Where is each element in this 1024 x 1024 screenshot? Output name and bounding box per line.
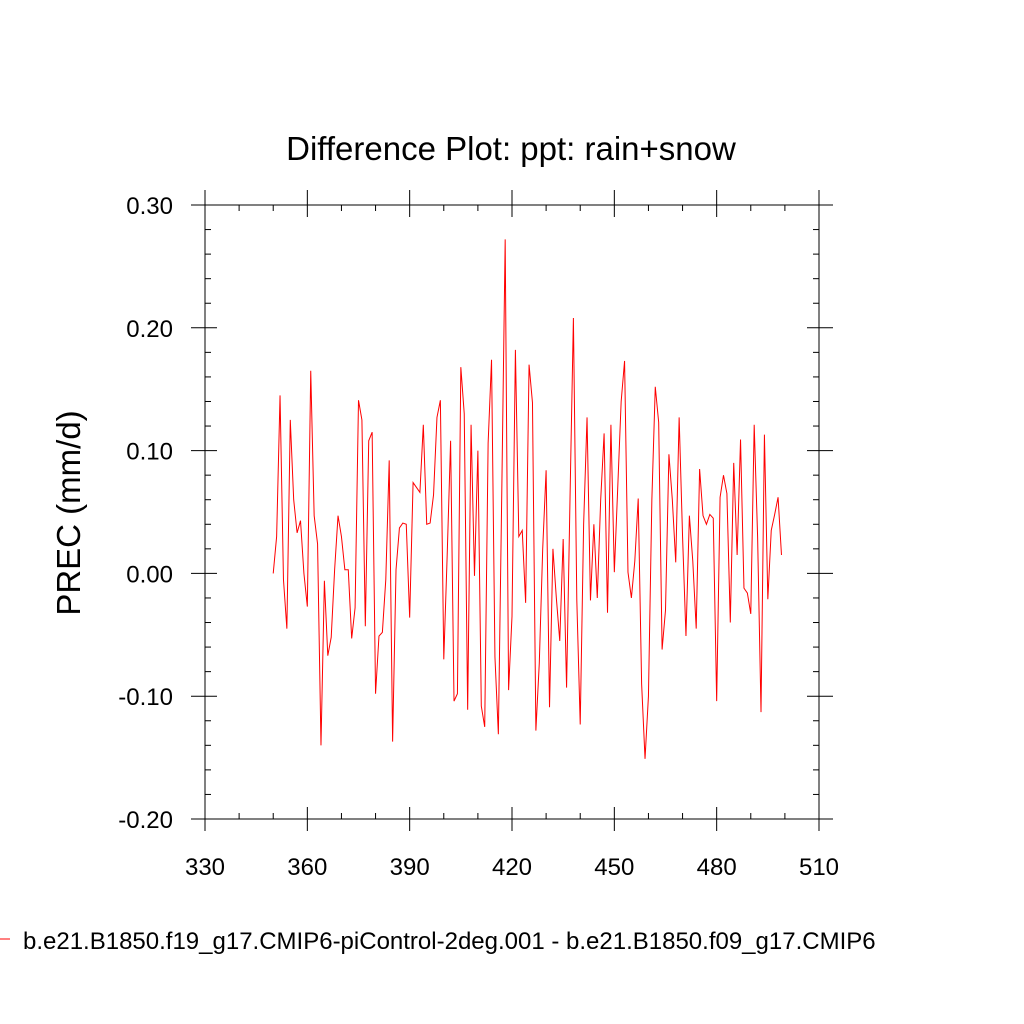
y-axis-ticks: -0.20 -0.10 0.00 0.10 0.20 0.30 (118, 193, 833, 834)
x-tick-label: 330 (185, 854, 225, 881)
y-tick-label: -0.10 (118, 684, 173, 711)
x-tick-label: 390 (390, 854, 430, 881)
y-tick-label: 0.10 (126, 439, 173, 466)
y-tick-label: 0.00 (126, 561, 173, 588)
plot-frame (204, 204, 820, 820)
y-tick-label: 0.20 (126, 316, 173, 343)
x-tick-label: 450 (594, 854, 634, 881)
x-tick-label: 510 (799, 854, 839, 881)
y-tick-label: -0.20 (118, 807, 173, 834)
x-tick-label: 420 (492, 854, 532, 881)
chart-title: Difference Plot: ppt: rain+snow (286, 130, 736, 167)
series-group (272, 239, 782, 759)
legend-label: b.e21.B1850.f19_g17.CMIP6-piControl-2deg… (23, 928, 876, 955)
series-line (272, 239, 782, 759)
y-axis-label: PREC (mm/d) (50, 410, 87, 615)
x-tick-label: 480 (697, 854, 737, 881)
x-axis-ticks: 330 360 390 420 450 480 510 (185, 190, 839, 881)
legend: b.e21.B1850.f19_g17.CMIP6-piControl-2deg… (0, 928, 876, 955)
x-tick-label: 360 (287, 854, 327, 881)
y-tick-label: 0.30 (126, 193, 173, 220)
